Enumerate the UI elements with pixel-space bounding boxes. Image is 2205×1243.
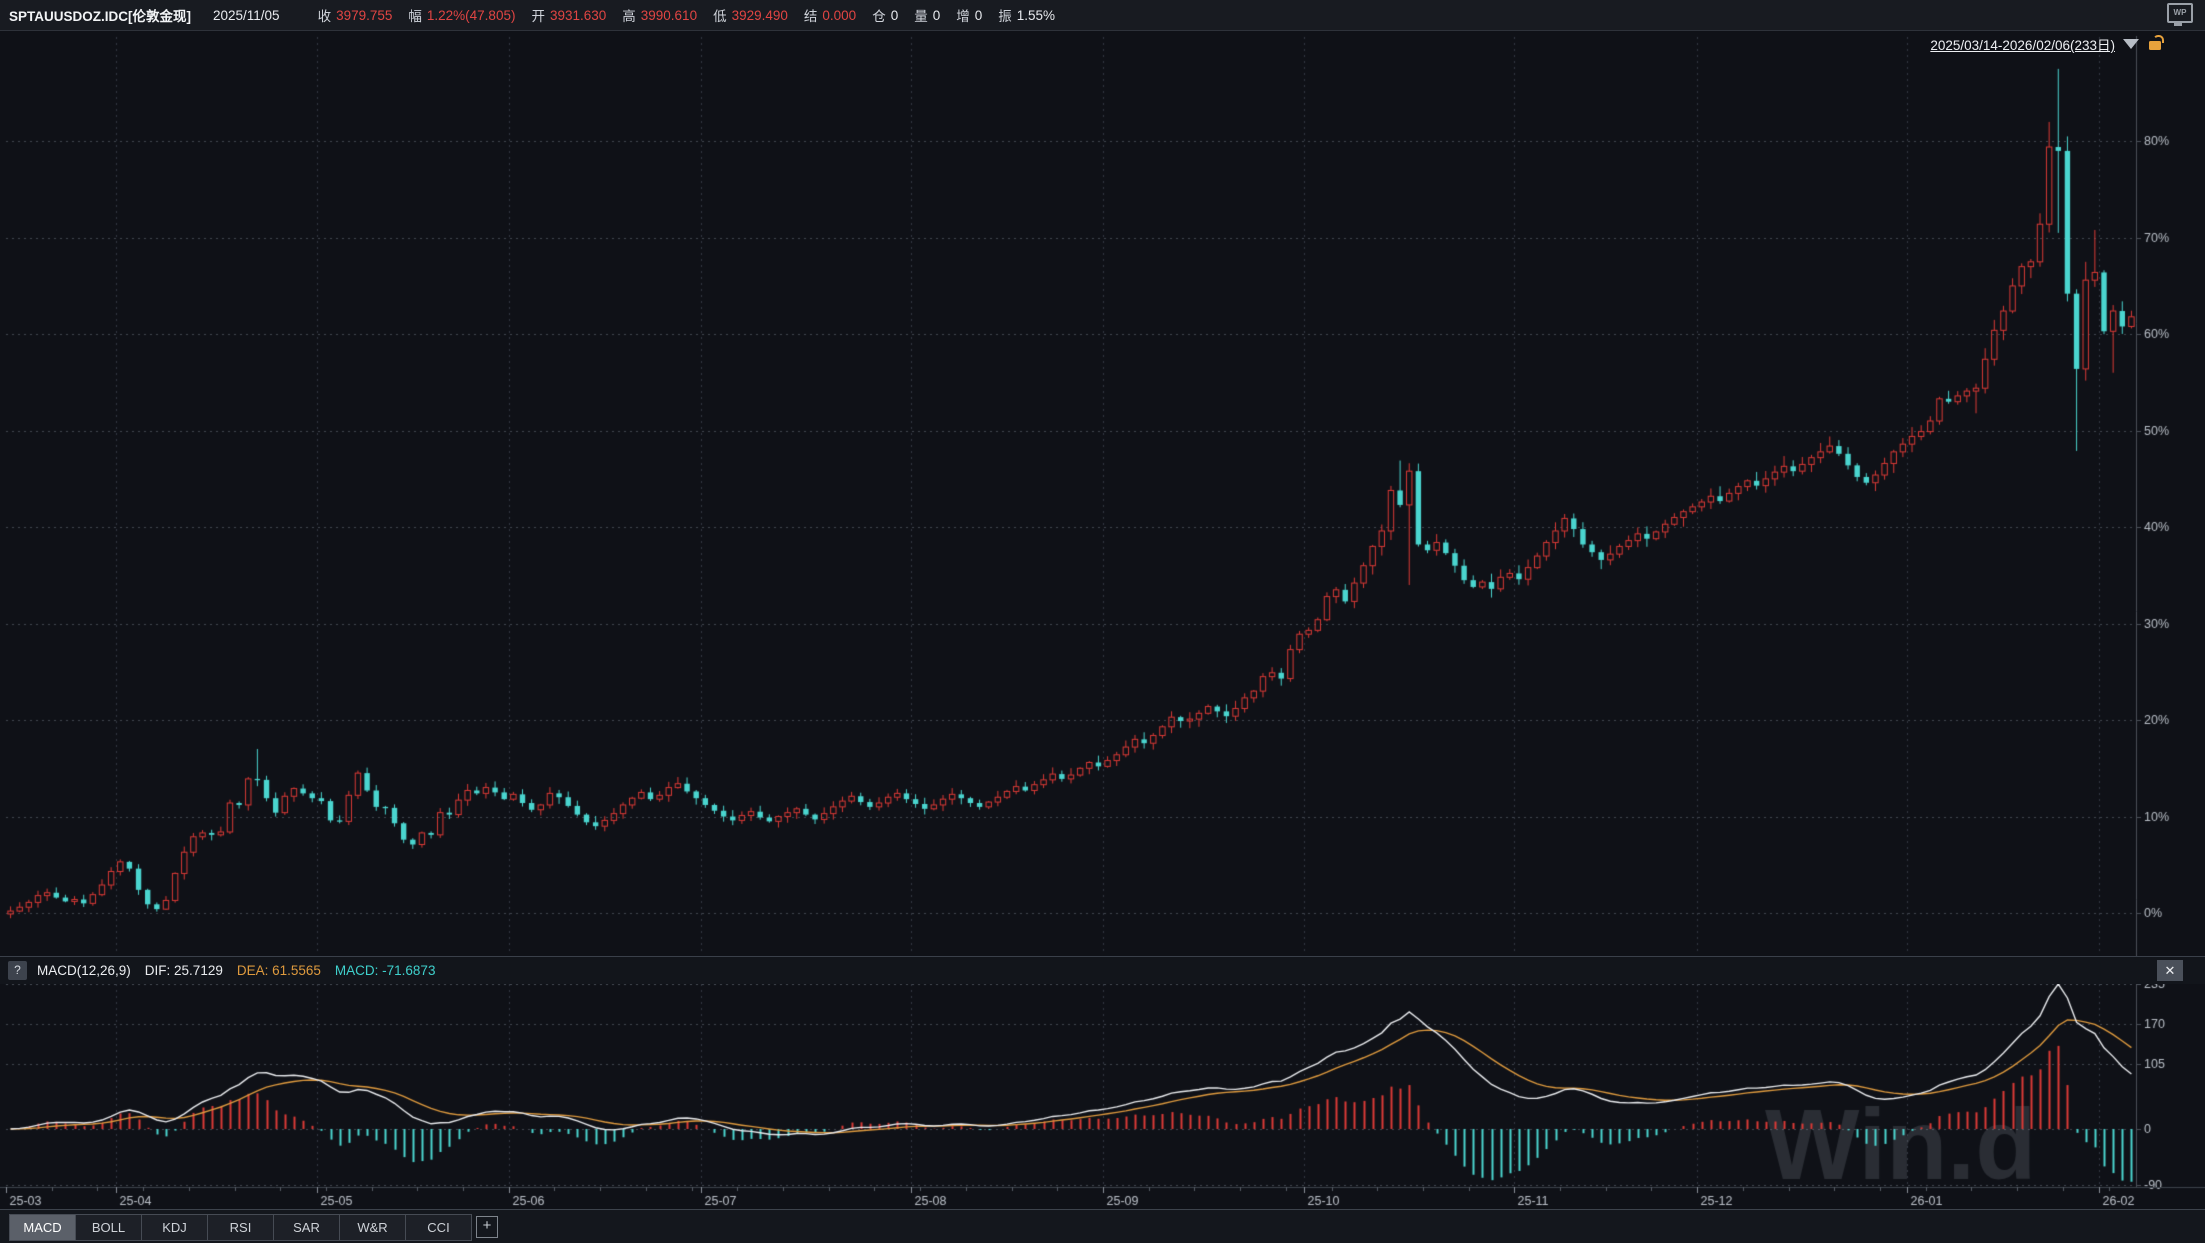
tab-sar[interactable]: SAR bbox=[273, 1213, 340, 1241]
quote-field-value: 0 bbox=[932, 7, 941, 23]
tab-rsi[interactable]: RSI bbox=[207, 1213, 274, 1241]
tab-kdj[interactable]: KDJ bbox=[141, 1213, 208, 1241]
quote-field-label: 收 bbox=[317, 9, 332, 24]
tab-wr[interactable]: W&R bbox=[339, 1213, 406, 1241]
date-range-label[interactable]: 2025/03/14-2026/02/06(233日) bbox=[1930, 38, 2115, 53]
symbol-title: SPTAUUSDOZ.IDC[伦敦金现] bbox=[9, 9, 191, 24]
indicator-dif-value: DIF: 25.7129 bbox=[144, 963, 223, 978]
close-icon[interactable]: ✕ bbox=[2157, 960, 2183, 981]
quote-field-value: 0.000 bbox=[822, 7, 857, 23]
quote-field-label: 增 bbox=[956, 9, 970, 24]
quote-field-label: 幅 bbox=[408, 9, 422, 24]
quote-field-value: 3931.630 bbox=[549, 7, 607, 23]
quote-field-value: 0 bbox=[890, 7, 899, 23]
quote-field-label: 量 bbox=[914, 9, 928, 24]
tab-macd[interactable]: MACD bbox=[9, 1213, 76, 1241]
quote-field-value: 3979.755 bbox=[336, 7, 393, 23]
quote-date: 2025/11/05 bbox=[213, 7, 280, 23]
quote-field-label: 开 bbox=[531, 9, 545, 24]
wp-monitor-icon[interactable]: WP bbox=[2167, 3, 2193, 26]
quote-field-label: 高 bbox=[622, 9, 636, 24]
quote-field-label: 低 bbox=[713, 9, 727, 24]
date-range-selector[interactable]: 2025/03/14-2026/02/06(233日) bbox=[1930, 34, 2164, 54]
indicator-dea-value: DEA: 61.5565 bbox=[236, 963, 321, 978]
quote-field-value: 3990.610 bbox=[640, 7, 698, 23]
indicator-name: MACD(12,26,9) bbox=[37, 963, 131, 978]
quote-field-label: 仓 bbox=[872, 9, 886, 24]
quote-field-value: 0 bbox=[974, 7, 983, 23]
chevron-down-icon[interactable] bbox=[2123, 39, 2139, 49]
quote-field-label: 结 bbox=[803, 9, 818, 24]
indicator-macd-value: MACD: -71.6873 bbox=[334, 963, 436, 978]
lock-icon[interactable] bbox=[2149, 35, 2164, 50]
quote-field-value: 3929.490 bbox=[731, 7, 788, 23]
quote-field-value: 1.55% bbox=[1016, 7, 1056, 23]
tab-boll[interactable]: BOLL bbox=[75, 1213, 142, 1241]
quote-field-value: 1.22%(47.805) bbox=[426, 7, 516, 23]
quote-bar: SPTAUUSDOZ.IDC[伦敦金现] 2025/11/05 收 3979.75… bbox=[0, 0, 2205, 31]
help-icon[interactable]: ? bbox=[8, 961, 27, 980]
chart-region: 2025/03/14-2026/02/06(233日) ? MACD(12,26… bbox=[0, 31, 2205, 1209]
add-indicator-button[interactable]: + bbox=[476, 1216, 498, 1238]
indicator-header: ? MACD(12,26,9) DIF: 25.7129 DEA: 61.556… bbox=[0, 956, 2205, 984]
indicator-tab-bar: MACD BOLL KDJ RSI SAR W&R CCI + bbox=[0, 1209, 2205, 1243]
quote-fields: 收 3979.755 幅 1.22%(47.805) 开 3931.630 高 3990.61… bbox=[302, 5, 1055, 25]
tab-cci[interactable]: CCI bbox=[405, 1213, 472, 1241]
quote-field-label: 振 bbox=[998, 9, 1012, 24]
chart-canvas[interactable] bbox=[0, 31, 2205, 1209]
